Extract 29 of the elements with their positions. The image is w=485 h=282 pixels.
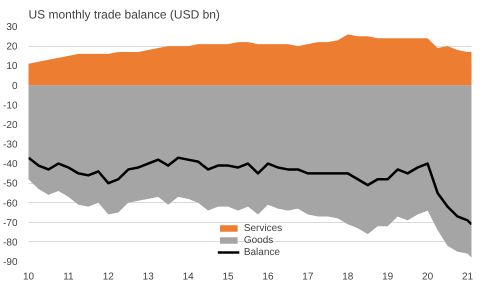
x-tick-label: 10 [22,272,34,282]
legend-label: Services [244,222,282,234]
x-tick-label: 12 [102,272,114,282]
y-tick-label: 0 [12,80,18,92]
chart-title: US monthly trade balance (USD bn) [28,8,220,22]
x-tick-label: 15 [222,272,234,282]
x-tick-label: 14 [182,272,194,282]
x-tick-label: 16 [262,272,274,282]
x-tick-label: 17 [302,272,314,282]
y-tick-label: -40 [3,159,18,170]
y-tick-label: -60 [3,198,18,210]
x-tick-label: 18 [342,272,354,282]
y-tick-label: 10 [6,61,18,72]
y-tick-label: -80 [3,237,18,248]
x-tick-label: 20 [422,272,434,282]
y-tick-label: -30 [3,140,18,150]
y-tick-label: -90 [3,257,18,268]
x-tick-label: 19 [382,272,394,282]
legend-label: Goods [244,234,274,246]
x-tick-label: 21 [462,272,474,282]
y-tick-label: -50 [3,178,18,190]
y-tick-label: -70 [3,218,18,229]
y-tick-label: 20 [6,42,18,53]
legend-label: Balance [244,246,280,258]
y-tick-label: -20 [3,120,18,131]
x-tick-label: 13 [142,272,154,282]
y-tick-label: 30 [6,22,18,33]
y-tick-label: -10 [3,100,18,112]
x-tick-label: 11 [63,272,74,282]
